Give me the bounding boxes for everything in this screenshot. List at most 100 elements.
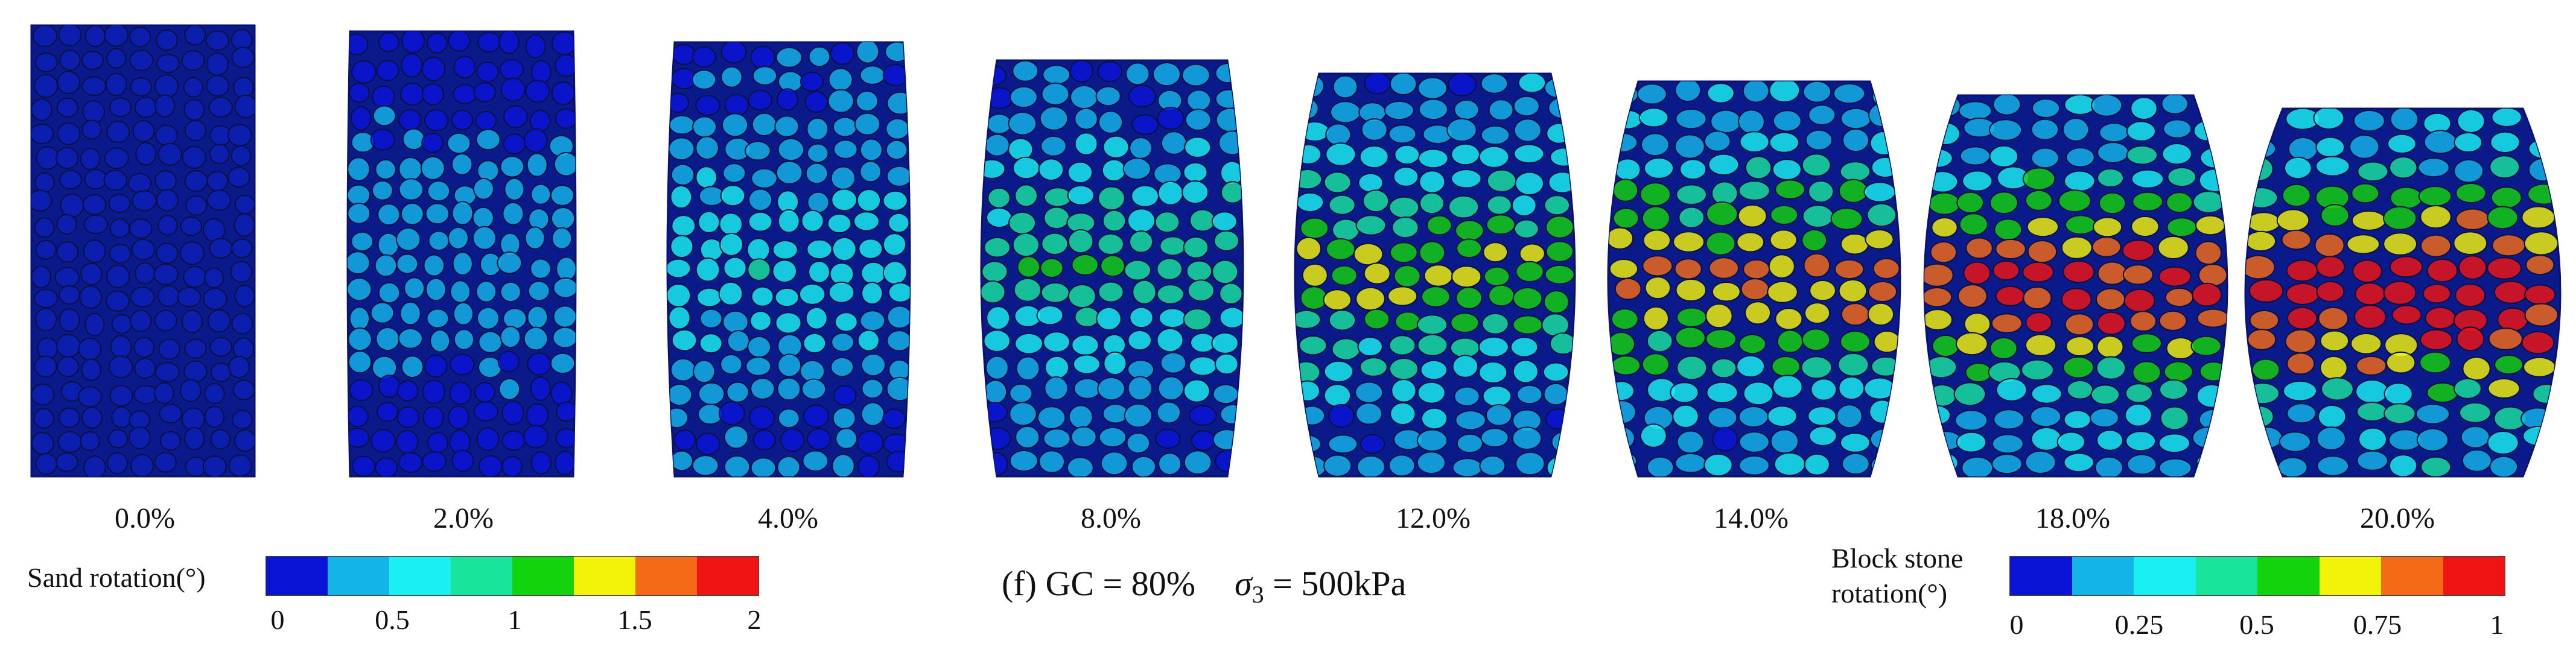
stone-colorbar-swatch [2195,557,2257,595]
particle [1067,229,1094,254]
particle [1364,74,1391,95]
particle [2277,457,2308,476]
particle [556,401,576,422]
particle [59,308,80,332]
particle [231,46,255,68]
particle [54,267,80,288]
particle [31,265,51,289]
particle [1448,195,1480,219]
particle [1705,303,1733,329]
particle [1515,171,1544,196]
particle [1391,217,1419,239]
particle [154,452,177,473]
particle [132,120,155,142]
particle [2131,215,2160,238]
particle [421,83,445,106]
particle [718,401,745,426]
particle [1129,137,1153,159]
particle [1743,259,1770,280]
particle [56,213,77,235]
particle [83,214,109,235]
particle [2095,288,2126,311]
particle [1643,306,1669,331]
particle [720,66,743,88]
particle [1614,158,1641,182]
particle [1513,118,1542,142]
particle [2125,403,2152,427]
particle [1638,107,1669,128]
particle [2096,311,2126,335]
particle [372,180,393,201]
particle [57,431,83,453]
particle [832,454,855,476]
particle [1478,145,1510,168]
particle [1103,351,1127,376]
particle [2031,426,2062,451]
particle [1545,241,1574,262]
particle [835,312,858,332]
stone-colorbar-swatch [2381,557,2443,595]
particle [185,195,208,216]
particle [1125,62,1150,86]
particle [2462,356,2491,381]
sand-colorbar-swatch [697,557,758,595]
particle [2524,284,2556,305]
particle [349,379,374,402]
particle [1961,456,1994,476]
particle [1703,453,1733,476]
particle [1295,380,1320,402]
particle [1742,81,1770,103]
particle [1158,308,1187,329]
particle [1867,302,1895,326]
particle [1455,220,1484,241]
particle [1707,406,1738,429]
particle [206,52,229,76]
particle [1611,308,1639,330]
particle [2314,233,2345,258]
particle [2286,282,2320,305]
particle [450,280,471,303]
particle [1736,355,1766,378]
particle [1325,142,1356,166]
particle [2318,306,2349,330]
particle [2419,351,2451,374]
particle [498,378,521,400]
particle [58,407,80,428]
particle [349,83,370,103]
particle [110,335,132,359]
particle [476,61,499,83]
particle [1808,104,1836,126]
particle [34,289,59,309]
particle [526,403,549,428]
particle [231,312,253,335]
particle [129,49,154,71]
sample-panel-3 [980,59,1244,478]
particle [2126,454,2157,475]
particle [106,290,130,312]
particle [1132,279,1157,305]
particle [527,280,550,302]
particle [1421,407,1448,430]
particle [2198,264,2227,287]
strain-label-8: 8.0% [1081,502,1141,534]
particle [1043,428,1071,449]
sample-panel-0 [30,24,256,478]
particle [2199,147,2227,169]
particle [135,142,157,166]
particle [182,145,206,169]
particle [1014,184,1038,207]
particle [2418,186,2452,207]
particle [1804,453,1830,476]
particle [234,429,255,452]
particle [1364,308,1390,330]
particle [1804,302,1831,324]
particle [478,330,503,353]
particle [427,180,451,202]
particle [2196,384,2227,408]
particle [1869,428,1897,450]
particle [2190,335,2222,356]
particle [500,281,521,303]
particle [1873,330,1900,353]
particle [748,211,773,232]
particle [2456,326,2485,352]
